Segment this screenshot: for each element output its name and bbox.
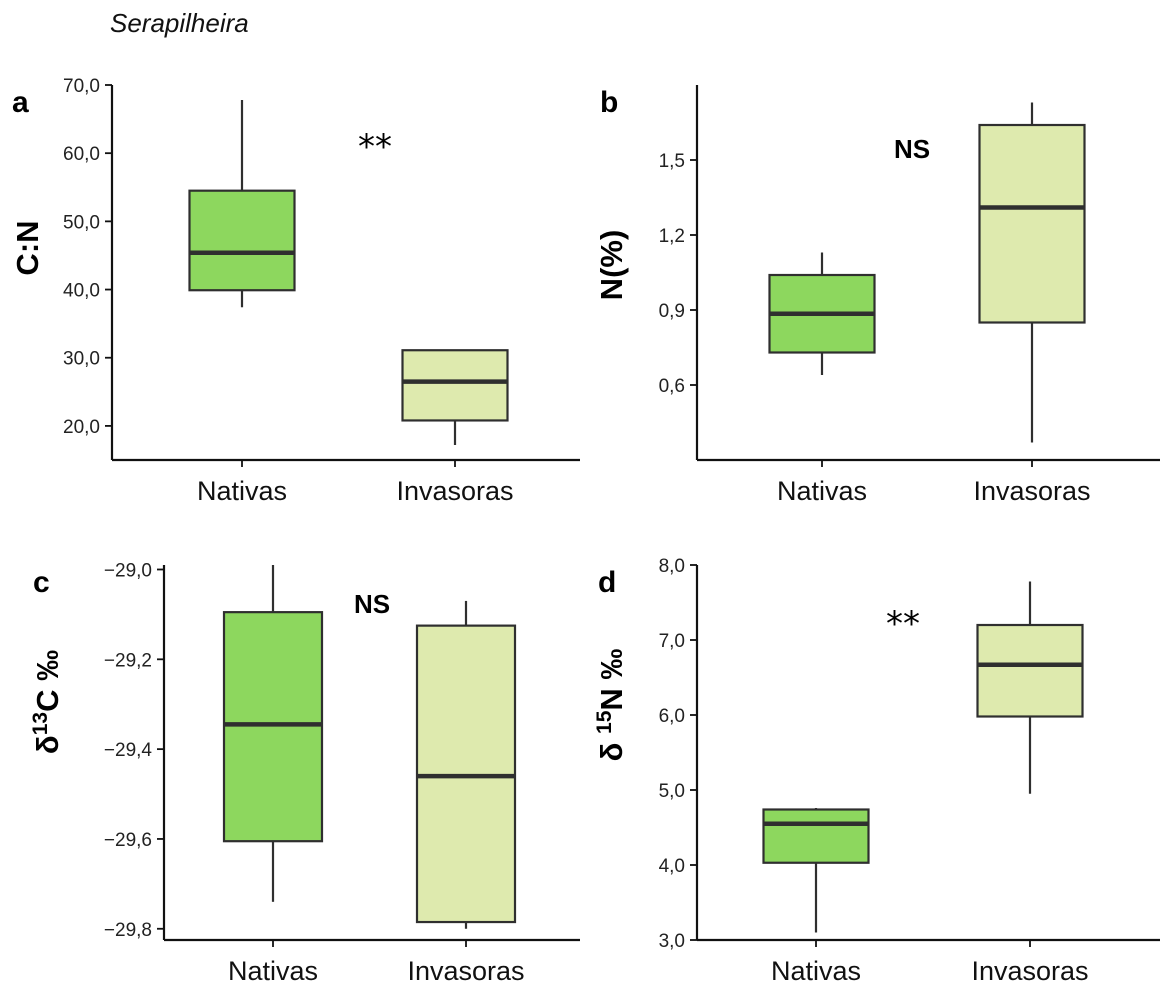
x-category-label: Invasoras (407, 956, 524, 982)
panel-letter: d (598, 566, 616, 599)
y-tick-label: 0,6 (659, 376, 685, 397)
y-tick-label: 30,0 (63, 349, 100, 370)
x-category-label: Invasoras (971, 956, 1088, 982)
y-tick-label: 70,0 (63, 76, 100, 97)
y-tick-label: 6,0 (659, 706, 685, 727)
y-axis-label: δ 15N ‰ (593, 649, 629, 762)
panel-letter: b (600, 86, 618, 119)
y-tick-label: 4,0 (659, 856, 685, 877)
y-tick-label: 20,0 (63, 417, 100, 438)
y-tick-label: 60,0 (63, 144, 100, 165)
figure-title: Serapilheira (110, 8, 249, 38)
y-axis-label-main: δ (594, 734, 629, 761)
panel-letter: c (33, 566, 50, 599)
y-tick-label: 40,0 (63, 281, 100, 302)
y-tick-label: 1,5 (659, 151, 685, 172)
significance-label: ** (358, 127, 392, 167)
box-iqr (976, 623, 1084, 718)
box-iqr (401, 349, 509, 422)
box-invasoras (978, 102, 1086, 443)
box-iqr (978, 123, 1086, 324)
panel-d: 3,0 4,0 5,0 6,0 7,0 8,0 Nativas Invasoras d δ 15N… (593, 556, 1160, 982)
panel-a: 20,0 30,0 40,0 50,0 60,0 70,0 Nativas Invasoras… (10, 76, 580, 506)
box-nativas (762, 808, 870, 933)
x-category-label: Invasoras (973, 476, 1090, 506)
x-category-label: Nativas (228, 956, 318, 982)
y-tick-label: 50,0 (63, 212, 100, 233)
significance-label: NS (894, 134, 930, 164)
y-tick-label: −29,4 (104, 740, 153, 761)
y-tick-label: −29,8 (104, 920, 152, 941)
x-category-label: Invasoras (396, 476, 513, 506)
y-tick-label: 5,0 (659, 781, 685, 802)
y-axis-label: N(%) (594, 230, 629, 301)
box-nativas (768, 252, 876, 375)
panel-c: −29,8 −29,6 −29,4 −29,2 −29,0 Nativas Invasora… (29, 560, 580, 982)
y-axis-label-suffix: N ‰ (594, 649, 629, 711)
y-tick-label: −29,0 (104, 560, 152, 581)
y-tick-label: 8,0 (659, 556, 685, 577)
significance-label: ** (886, 604, 920, 644)
y-tick-label: −29,2 (104, 650, 152, 671)
panel-letter: a (12, 86, 29, 119)
y-axis-label: C:N (10, 220, 45, 275)
x-category-label: Nativas (771, 956, 861, 982)
box-iqr (762, 808, 870, 864)
y-tick-label: 1,2 (659, 226, 685, 247)
x-category-label: Nativas (777, 476, 867, 506)
box-invasoras (415, 600, 517, 929)
box-nativas (188, 100, 296, 308)
y-axis-label-superscript: 15 (593, 710, 616, 734)
y-axis-label-superscript: 13 (29, 712, 52, 735)
y-axis-label-main: N(%) (594, 230, 629, 301)
y-tick-label: 7,0 (659, 631, 685, 652)
box-invasoras (401, 349, 509, 445)
y-tick-label: −29,6 (104, 830, 152, 851)
y-axis-label-main: δ (30, 735, 65, 754)
y-tick-label: 3,0 (659, 931, 685, 952)
x-category-label: Nativas (197, 476, 287, 506)
panel-b: 0,6 0,9 1,2 1,5 Nativas Invasoras b N(%) NS (594, 85, 1160, 506)
y-axis-label-main: C:N (10, 220, 45, 275)
y-axis-label-suffix: C ‰ (30, 650, 65, 712)
significance-label: NS (354, 589, 390, 619)
box-invasoras (976, 581, 1084, 794)
y-tick-label: 0,9 (659, 301, 685, 322)
box-nativas (222, 565, 324, 902)
y-axis-label: δ13C ‰ (29, 650, 65, 754)
box-iqr (188, 189, 296, 292)
